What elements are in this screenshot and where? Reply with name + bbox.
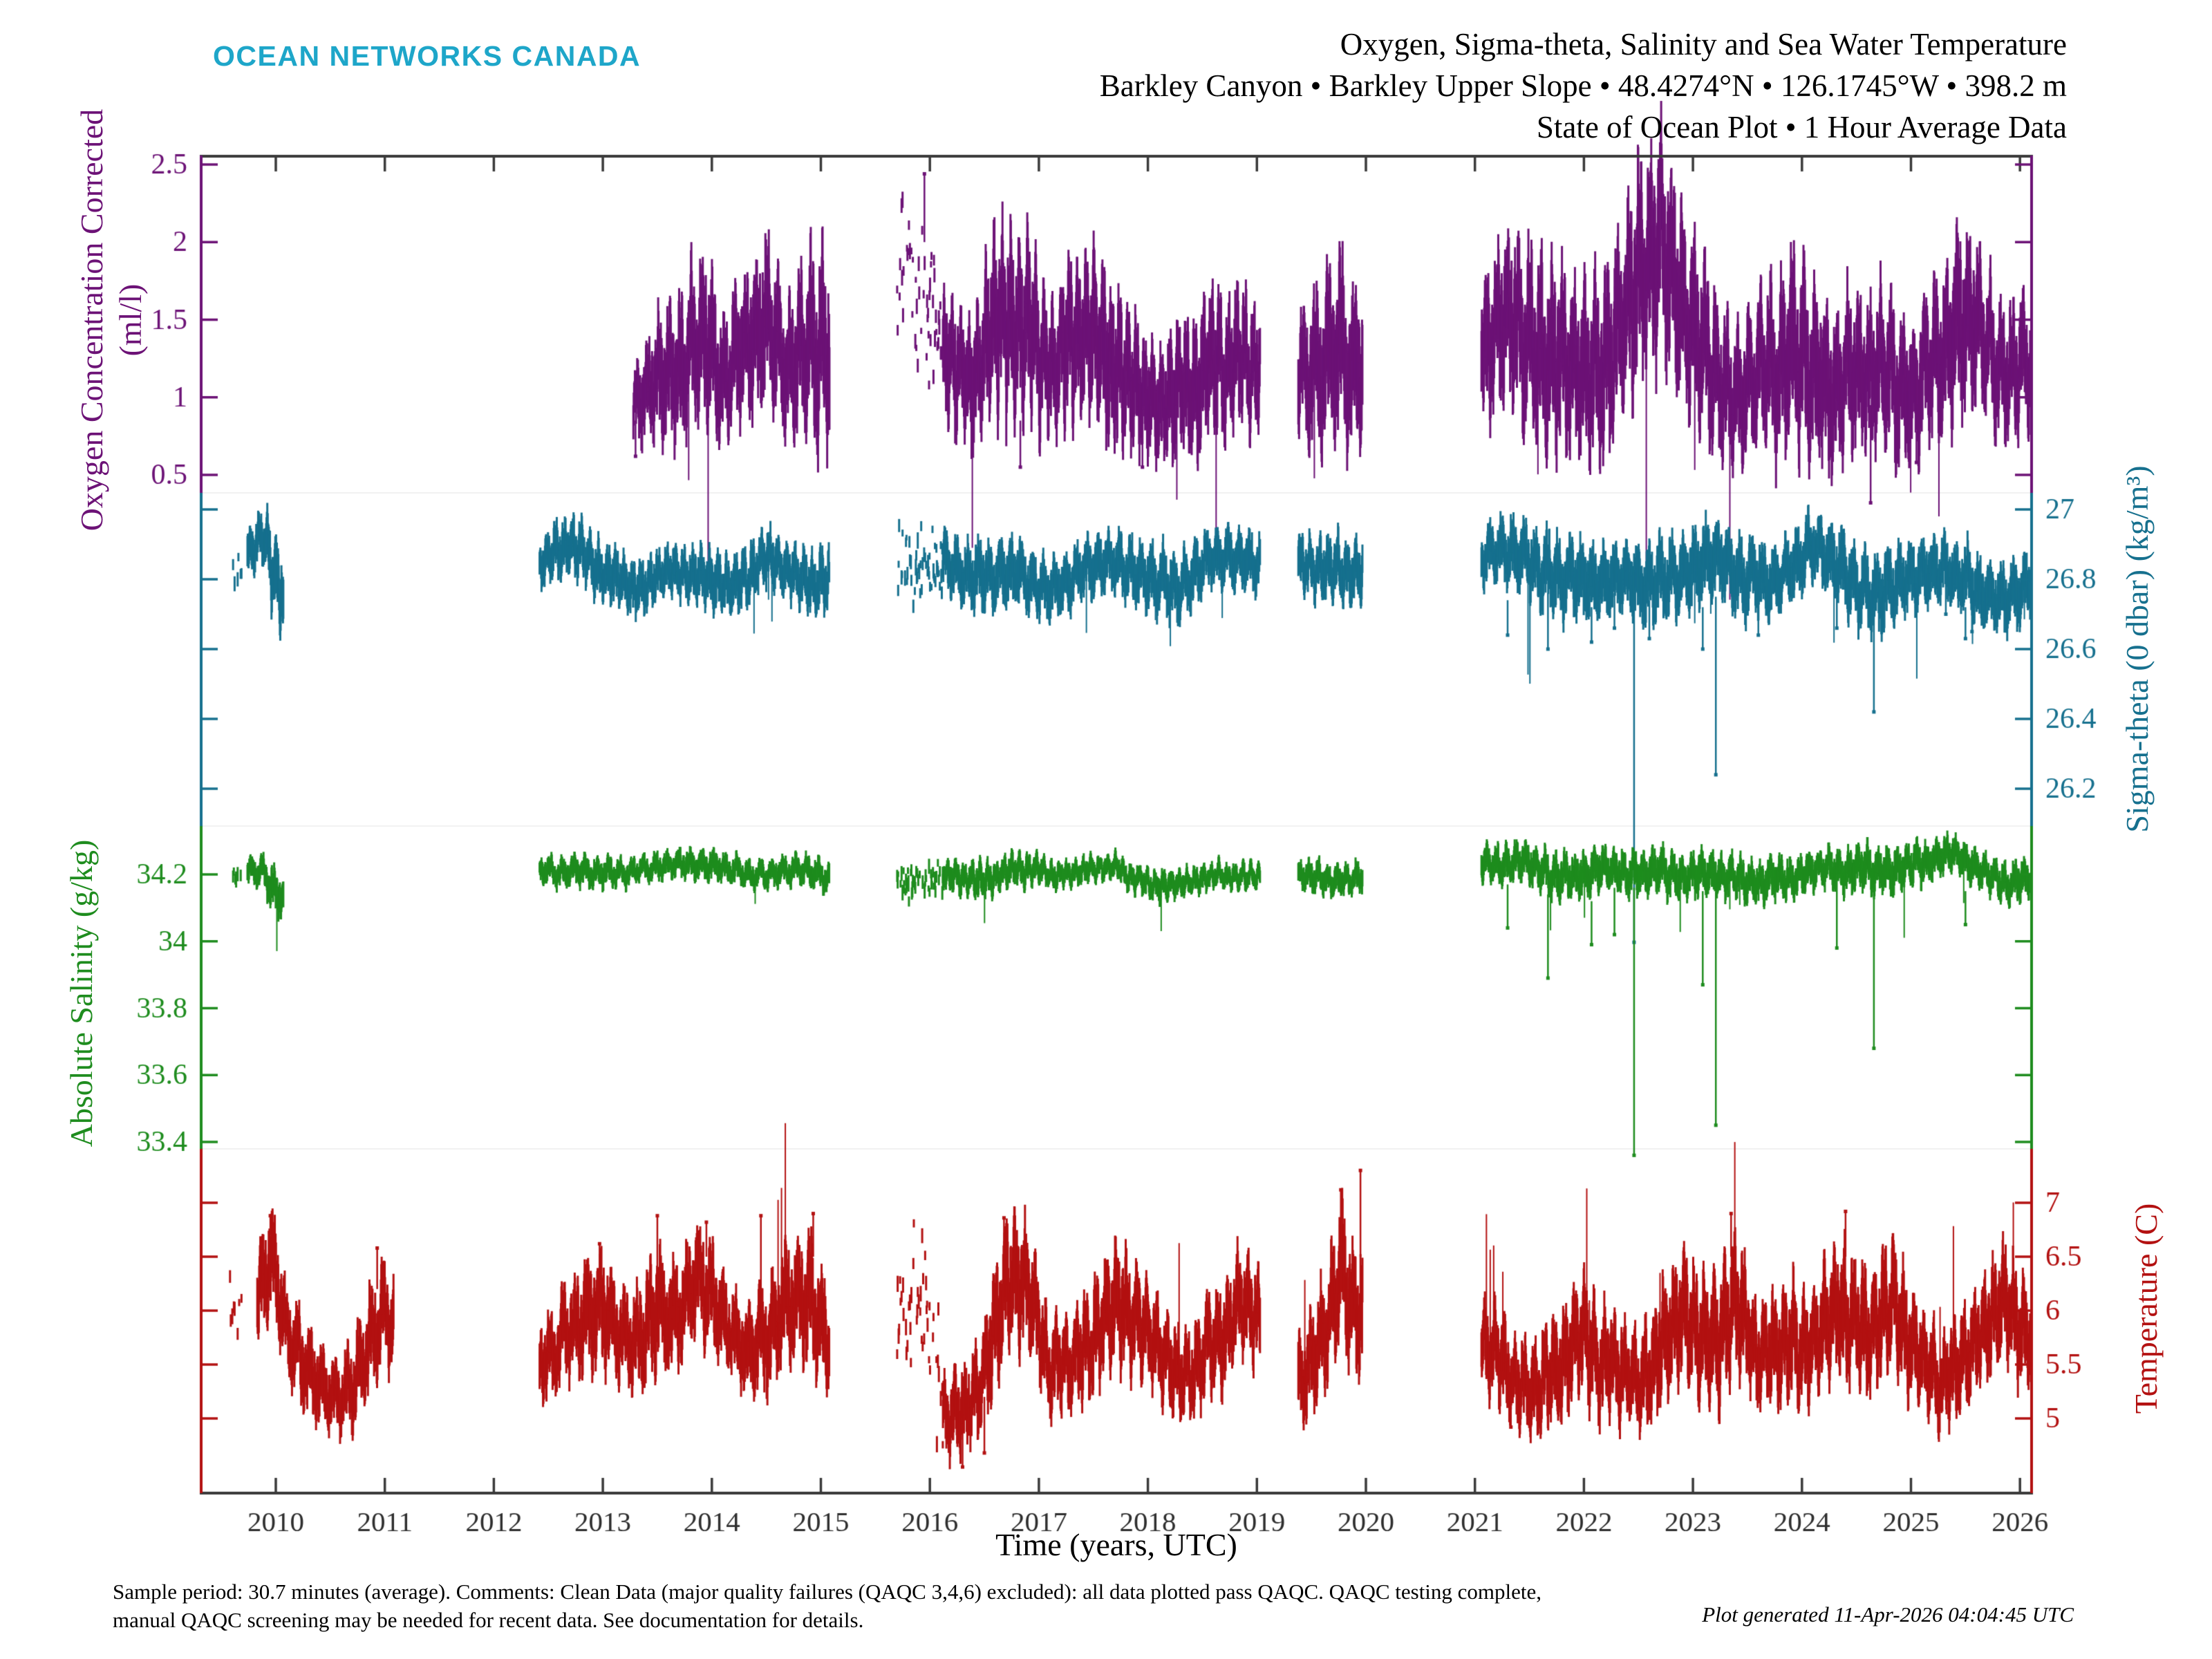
- footer-comments-line1: Sample period: 30.7 minutes (average). C…: [113, 1580, 1542, 1604]
- plot-subtitle-type: State of Ocean Plot • 1 Hour Average Dat…: [1536, 110, 2067, 144]
- plot-generated-timestamp: Plot generated 11-Apr-2026 04:04:45 UTC: [1702, 1602, 2074, 1627]
- ocean-networks-canada-logo: OCEAN NETWORKS CANADA: [213, 40, 641, 72]
- footer-comments: Sample period: 30.7 minutes (average). C…: [113, 1577, 1541, 1634]
- footer-comments-line2: manual QAQC screening may be needed for …: [113, 1608, 864, 1632]
- salinity-axis-title: Absolute Salinity (g/kg): [64, 839, 99, 1147]
- plot-title: Oxygen, Sigma-theta, Salinity and Sea Wa…: [1340, 27, 2067, 62]
- sigma-theta-axis-title: Sigma-theta (0 dbar) (kg/m³): [2119, 465, 2155, 833]
- x-axis-title: Time (years, UTC): [995, 1527, 1237, 1562]
- plot-subtitle-location: Barkley Canyon • Barkley Upper Slope • 4…: [1099, 68, 2067, 103]
- temperature-axis-title: Temperature (C): [2128, 1203, 2164, 1414]
- oxygen-axis-title-line2: (ml/l): [113, 283, 148, 357]
- plot-title-block: Oxygen, Sigma-theta, Salinity and Sea Wa…: [830, 24, 2067, 148]
